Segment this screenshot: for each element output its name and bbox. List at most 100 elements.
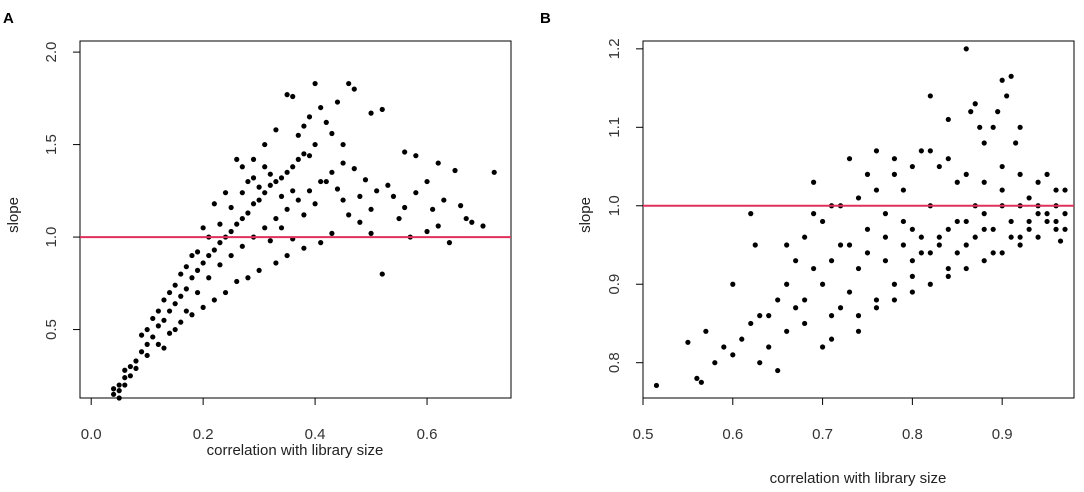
panel-b-data-point [990,226,996,232]
panel-b-data-point [828,313,835,319]
panel-a-data-point [161,297,167,303]
panel-a-data-point [211,201,217,207]
panel-a-data-point [374,188,380,194]
panel-a-data-point [166,308,173,314]
panel-a-data-point [452,167,458,174]
panel-a-data-point [178,271,184,277]
panel-a-data-point [312,201,318,207]
panel-b-data-point [1008,73,1014,79]
panel-a-data-point [228,252,234,259]
panel-b-data-point [936,242,942,248]
panel-a-data-point [262,141,268,148]
panel-b-data-point [891,297,898,303]
panel-b-data-point [775,297,781,303]
panel-b-data-point [891,171,898,177]
panel-b-data-point [936,163,942,170]
panel-a-data-point [211,247,217,253]
panel-a-y-tick-label: 1.5 [43,134,60,155]
panel-b-data-point [730,281,736,287]
panel-a-data-point [211,297,217,303]
panel-a-data-point [368,230,374,236]
panel-a-y-tick-label: 0.5 [43,319,60,340]
panel-a-data-point [122,375,128,381]
panel-a-data-point [346,80,352,87]
panel-a-data-point [318,178,324,185]
panel-a-data-point [424,178,430,185]
panel-a-data-point [323,178,329,185]
panel-a-data-point [200,225,206,231]
panel-b-data-point [963,171,969,177]
panel-b-data-point [757,360,763,366]
panel-a-data-point [155,308,161,314]
panel-b-data-point [712,360,718,366]
panel-a-data-point [385,182,391,188]
panel-a-data-point [267,182,273,188]
panel-a-data-point [430,206,436,212]
panel-a-data-point [379,271,385,277]
panel-a-data-point [234,278,240,285]
panel-a-data-point [239,215,245,222]
panel-a-x-axis-label: correlation with library size [207,442,384,459]
panel-b-data-point [1062,226,1068,232]
panel-b-y-tick-label: 1.2 [606,38,623,59]
panel-b-data-point [837,305,844,311]
panel-a-data-point [351,86,357,92]
panel-a-data-point [127,373,133,379]
panel-b-data-point [1026,218,1032,225]
panel-a-data-point [138,332,145,338]
panel-a-data-point [295,197,301,203]
panel-a-y-axis-label: slope [5,197,22,233]
panel-a-points [110,80,497,401]
panel-b-data-point [784,328,790,334]
panel-b-data-point [1035,234,1041,240]
panel-b-data-point [909,273,915,279]
panel-a-data-point [273,178,279,185]
panel-a-data-point [110,386,117,392]
panel-a-data-point [340,197,346,203]
panel-b-data-point [981,140,987,146]
panel-a-data-point [435,223,441,229]
panel-b-data-point [811,179,817,185]
panel-b-data-point [981,179,987,185]
panel-a-data-point [206,275,212,281]
panel-b-data-point [1062,187,1068,193]
panel-b-data-point [954,250,960,256]
panel-b-data-point [900,242,906,248]
panel-b-data-point [819,281,826,287]
panel-a-data-point [284,252,290,259]
panel-b-y-tick-label: 0.8 [606,352,623,373]
panel-b: B 0.8 0.9 1.0 1.1 1.2 0.5 0.6 0.7 0.8 0.9 correl… [540,10,1075,487]
panel-b-data-point [1035,179,1041,185]
panel-a-label: A [3,10,14,27]
panel-b-data-point [811,211,817,217]
panel-a-data-point [161,345,167,351]
panel-a-data-point [239,164,245,170]
panel-a-y-tick-label: 2.0 [43,42,60,63]
panel-a-data-point [329,130,335,137]
panel-a-data-point [194,249,201,255]
panel-a-data-point [178,319,184,325]
panel-b-data-point [977,124,983,130]
panel-a-data-point [301,245,307,251]
panel-a-data-point [446,240,453,246]
panel-a-data-point [144,352,150,359]
panel-b-data-point [837,242,844,248]
panel-a-data-point [217,221,223,227]
panel-a-data-point [284,206,290,212]
panel-a-data-point [273,215,279,222]
panel-a-data-point [256,197,262,203]
panel-a-data-point [155,323,161,329]
panel-b-x-axis: 0.5 0.6 0.7 0.8 0.9 [633,398,1013,443]
panel-a-data-point [267,171,273,177]
panel-b-data-point [739,336,745,342]
panel-b-data-point [1004,93,1010,99]
panel-b-data-point [855,313,862,319]
panel-b-data-point [855,328,862,334]
panel-a-data-point [222,289,229,296]
panel-a-x-tick-label: 0.6 [417,426,438,443]
panel-b-data-point [999,163,1005,170]
panel-a-data-point [301,212,307,218]
panel-a-data-point [194,289,201,296]
panel-a-data-point [295,132,301,138]
panel-a-data-point [262,225,268,231]
